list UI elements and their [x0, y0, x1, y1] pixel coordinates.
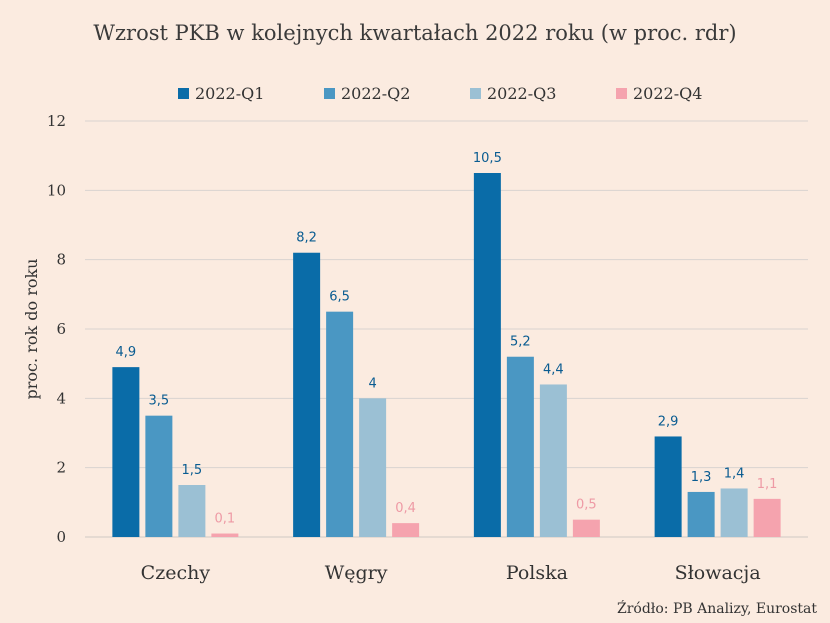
- legend-label: 2022-Q1: [195, 84, 264, 103]
- x-tick-label: Czechy: [141, 562, 211, 584]
- data-label: 1,3: [691, 470, 712, 485]
- legend-swatch: [324, 88, 335, 99]
- data-label: 4,4: [543, 362, 564, 377]
- bar: [473, 173, 501, 537]
- bar: [572, 519, 600, 537]
- data-label: 0,4: [395, 501, 416, 516]
- gridlines: [85, 120, 808, 538]
- bar: [112, 367, 140, 537]
- bar: [359, 398, 387, 537]
- bar: [211, 533, 239, 537]
- data-label: 5,2: [510, 335, 531, 350]
- data-label: 1,1: [757, 477, 778, 492]
- data-label: 1,5: [182, 463, 203, 478]
- legend-swatch: [178, 88, 189, 99]
- legend-label: 2022-Q2: [341, 84, 410, 103]
- data-label: 0,1: [215, 512, 236, 527]
- legend-label: 2022-Q4: [633, 84, 702, 103]
- bar: [506, 356, 534, 537]
- y-tick-label: 10: [47, 181, 66, 199]
- bar: [539, 384, 567, 537]
- bar: [654, 436, 682, 537]
- data-label: 1,4: [724, 466, 745, 481]
- bar: [178, 485, 206, 537]
- legend-label: 2022-Q3: [487, 84, 556, 103]
- data-label: 10,5: [473, 151, 502, 166]
- data-label: 2,9: [658, 414, 679, 429]
- bar: [293, 252, 321, 537]
- bar: [392, 523, 420, 537]
- legend: 2022-Q1 2022-Q2 2022-Q3 2022-Q4: [178, 84, 702, 103]
- bar: [753, 498, 781, 537]
- chart-title: Wzrost PKB w kolejnych kwartałach 2022 r…: [93, 21, 736, 45]
- bar: [687, 491, 715, 537]
- data-label: 8,2: [296, 231, 317, 246]
- source-note: Źródło: PB Analizy, Eurostat: [617, 599, 817, 617]
- bars: [112, 173, 781, 537]
- y-tick-label: 8: [56, 251, 66, 269]
- data-label: 6,5: [329, 290, 350, 305]
- data-label: 4,9: [116, 345, 137, 360]
- data-label: 3,5: [149, 394, 170, 409]
- y-tick-label: 12: [47, 112, 66, 130]
- data-label: 0,5: [576, 498, 597, 513]
- y-tick-label: 6: [56, 320, 66, 338]
- y-tick-label: 4: [56, 389, 66, 407]
- x-tick-label: Polska: [506, 562, 568, 584]
- data-label: 4: [368, 376, 376, 391]
- legend-swatch: [616, 88, 627, 99]
- y-tick-label: 2: [56, 459, 66, 477]
- x-tick-label: Węgry: [325, 562, 388, 584]
- bar: [720, 488, 748, 537]
- data-labels: 4,9 3,5 1,5 0,1 8,2 6,5 4 0,4 10,5 5,2 4,4 0,5 2,9 1,…: [116, 151, 778, 527]
- x-tick-label: Słowacja: [675, 562, 761, 584]
- y-axis-ticks: 0 2 4 6 8 10 12: [47, 112, 66, 546]
- y-axis-label: proc. rok do roku: [22, 259, 41, 400]
- y-tick-label: 0: [56, 528, 66, 546]
- x-axis-ticks: Czechy Węgry Polska Słowacja: [141, 562, 761, 584]
- legend-swatch: [470, 88, 481, 99]
- bar: [145, 415, 173, 537]
- bar: [326, 311, 354, 537]
